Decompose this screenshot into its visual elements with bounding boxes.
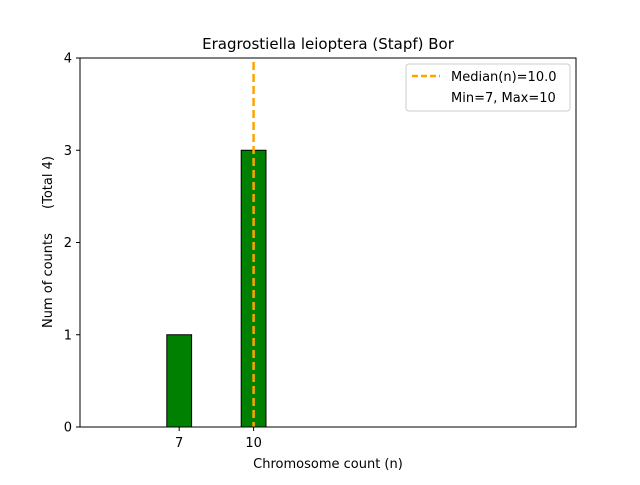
y-tick-label: 0 xyxy=(64,421,72,436)
bar-7 xyxy=(166,334,193,428)
y-tick-label: 2 xyxy=(64,236,72,251)
y-axis-label: Num of counts (Total 4) xyxy=(41,156,56,328)
y-axis-ticks: 0 1 2 3 4 xyxy=(64,52,80,436)
y-axis-label-main: Num of counts xyxy=(41,233,56,328)
x-tick-label: 10 xyxy=(245,436,262,451)
legend-box xyxy=(405,63,571,112)
legend-median-label: Median(n)=10.0 xyxy=(451,70,557,85)
legend-range-label: Min=7, Max=10 xyxy=(451,91,556,106)
y-tick-label: 1 xyxy=(64,328,72,343)
plot-frame xyxy=(79,57,577,428)
x-tick-label: 7 xyxy=(175,436,183,451)
x-axis-ticks: 7 10 xyxy=(175,427,262,451)
x-axis-label: Chromosome count (n) xyxy=(253,457,403,472)
bar-10 xyxy=(240,149,267,428)
legend: Median(n)=10.0 Min=7, Max=10 xyxy=(405,63,571,112)
bars-group xyxy=(166,149,267,428)
y-tick-label: 3 xyxy=(64,144,72,159)
y-axis-label-total: (Total 4) xyxy=(41,156,56,209)
chart-title: Eragrostiella leioptera (Stapf) Bor xyxy=(202,35,455,53)
y-tick-label: 4 xyxy=(64,52,72,67)
